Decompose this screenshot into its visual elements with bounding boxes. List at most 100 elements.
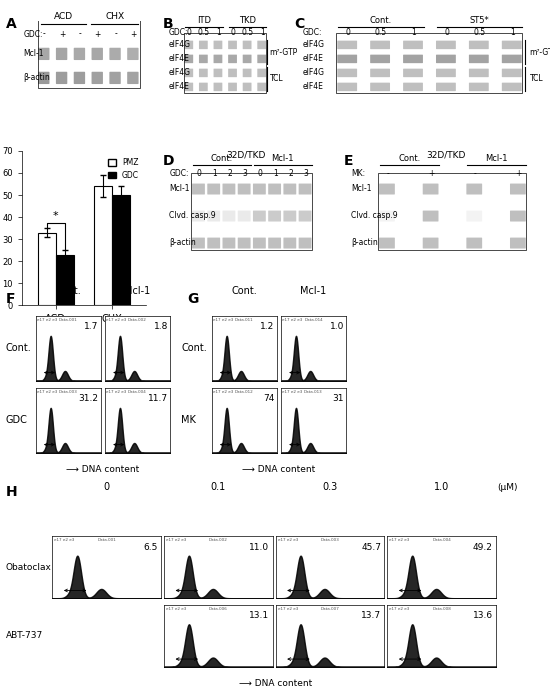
- Text: 2: 2: [288, 169, 293, 178]
- Text: 1: 1: [212, 169, 217, 178]
- Text: 13.6: 13.6: [472, 611, 493, 620]
- FancyBboxPatch shape: [268, 211, 281, 222]
- FancyBboxPatch shape: [56, 72, 67, 84]
- FancyBboxPatch shape: [207, 237, 220, 248]
- Text: Obatoclax: Obatoclax: [6, 563, 51, 572]
- FancyBboxPatch shape: [228, 40, 237, 49]
- FancyBboxPatch shape: [238, 211, 251, 222]
- FancyBboxPatch shape: [223, 237, 235, 248]
- FancyBboxPatch shape: [283, 237, 296, 248]
- FancyBboxPatch shape: [469, 55, 489, 63]
- Text: Data.004: Data.004: [128, 390, 147, 394]
- FancyBboxPatch shape: [91, 48, 103, 60]
- FancyBboxPatch shape: [109, 72, 121, 84]
- FancyBboxPatch shape: [299, 237, 311, 248]
- FancyBboxPatch shape: [466, 211, 482, 222]
- Text: Data.004: Data.004: [432, 539, 451, 543]
- Text: m⁷-GTP: m⁷-GTP: [270, 48, 298, 57]
- FancyBboxPatch shape: [199, 82, 208, 91]
- Text: Data.003: Data.003: [321, 539, 339, 543]
- Text: ACD: ACD: [54, 12, 73, 21]
- Text: 3: 3: [243, 169, 247, 178]
- FancyBboxPatch shape: [38, 72, 50, 84]
- FancyBboxPatch shape: [370, 55, 390, 63]
- FancyBboxPatch shape: [38, 48, 50, 60]
- Text: e17 e2 e3: e17 e2 e3: [54, 539, 75, 543]
- FancyBboxPatch shape: [436, 40, 456, 49]
- Text: e17 e2 e3: e17 e2 e3: [389, 539, 410, 543]
- Text: Cont.: Cont.: [398, 154, 421, 163]
- FancyBboxPatch shape: [91, 72, 103, 84]
- Text: G: G: [187, 292, 199, 305]
- Text: eIF4G: eIF4G: [169, 68, 191, 77]
- Text: Mcl-1: Mcl-1: [23, 49, 44, 58]
- FancyBboxPatch shape: [223, 184, 235, 195]
- FancyBboxPatch shape: [502, 40, 521, 49]
- Text: +: +: [515, 169, 522, 178]
- Text: 13.7: 13.7: [361, 611, 381, 620]
- FancyBboxPatch shape: [370, 40, 390, 49]
- FancyBboxPatch shape: [74, 48, 85, 60]
- Text: -: -: [386, 169, 389, 178]
- FancyBboxPatch shape: [228, 55, 237, 63]
- FancyBboxPatch shape: [510, 184, 526, 195]
- Text: e17 e2 e3: e17 e2 e3: [166, 539, 186, 543]
- FancyBboxPatch shape: [436, 82, 456, 91]
- Text: GDC:: GDC:: [169, 169, 189, 178]
- Text: 0: 0: [444, 28, 449, 37]
- Text: CHX: CHX: [105, 12, 124, 21]
- FancyBboxPatch shape: [257, 40, 266, 49]
- Text: Data.007: Data.007: [321, 607, 339, 611]
- Text: GDC:: GDC:: [23, 29, 43, 38]
- FancyBboxPatch shape: [283, 184, 296, 195]
- Text: e17 e2 e3: e17 e2 e3: [278, 607, 298, 611]
- Text: C: C: [294, 17, 305, 31]
- FancyBboxPatch shape: [423, 184, 438, 195]
- Text: -: -: [79, 29, 81, 38]
- Text: 0: 0: [257, 169, 262, 178]
- Text: 0.5: 0.5: [197, 28, 210, 37]
- Text: Cont.: Cont.: [370, 16, 392, 25]
- Text: MK: MK: [182, 415, 196, 425]
- Bar: [38, 13, 140, 88]
- Text: -: -: [43, 29, 46, 38]
- FancyBboxPatch shape: [243, 82, 251, 91]
- FancyBboxPatch shape: [199, 40, 208, 49]
- Text: Cont.: Cont.: [232, 286, 257, 296]
- FancyBboxPatch shape: [423, 237, 438, 248]
- FancyBboxPatch shape: [299, 211, 311, 222]
- FancyBboxPatch shape: [223, 211, 235, 222]
- Text: 11.7: 11.7: [148, 394, 168, 403]
- Text: 1: 1: [411, 28, 416, 37]
- Text: 0: 0: [197, 169, 201, 178]
- Bar: [336, 33, 522, 93]
- Text: +: +: [428, 169, 434, 178]
- Text: 0.1: 0.1: [211, 482, 226, 492]
- Text: 6.5: 6.5: [144, 543, 158, 552]
- Text: eIF4E: eIF4E: [302, 82, 323, 91]
- Text: e17 e2 e3: e17 e2 e3: [37, 390, 57, 394]
- FancyBboxPatch shape: [469, 69, 489, 77]
- Text: e17 e2 e3: e17 e2 e3: [282, 390, 303, 394]
- FancyBboxPatch shape: [228, 69, 237, 77]
- FancyBboxPatch shape: [510, 237, 526, 248]
- Text: 11.0: 11.0: [249, 543, 270, 552]
- Text: 0.5: 0.5: [241, 28, 254, 37]
- Bar: [378, 173, 526, 250]
- Text: 0.5: 0.5: [375, 28, 387, 37]
- Text: TCL: TCL: [270, 74, 283, 83]
- Text: Data.008: Data.008: [432, 607, 451, 611]
- Text: Mcl-1: Mcl-1: [300, 286, 327, 296]
- FancyBboxPatch shape: [466, 237, 482, 248]
- FancyBboxPatch shape: [379, 237, 395, 248]
- Text: β-actin: β-actin: [23, 73, 50, 82]
- FancyBboxPatch shape: [213, 82, 222, 91]
- Text: Cont.: Cont.: [182, 343, 207, 353]
- Text: Clvd. casp.9: Clvd. casp.9: [169, 211, 216, 220]
- Text: eIF4E: eIF4E: [169, 54, 190, 63]
- FancyBboxPatch shape: [257, 82, 266, 91]
- FancyBboxPatch shape: [213, 69, 222, 77]
- Text: ITD: ITD: [197, 16, 211, 25]
- Text: ST5*: ST5*: [470, 16, 490, 25]
- Text: eIF4E: eIF4E: [169, 82, 190, 91]
